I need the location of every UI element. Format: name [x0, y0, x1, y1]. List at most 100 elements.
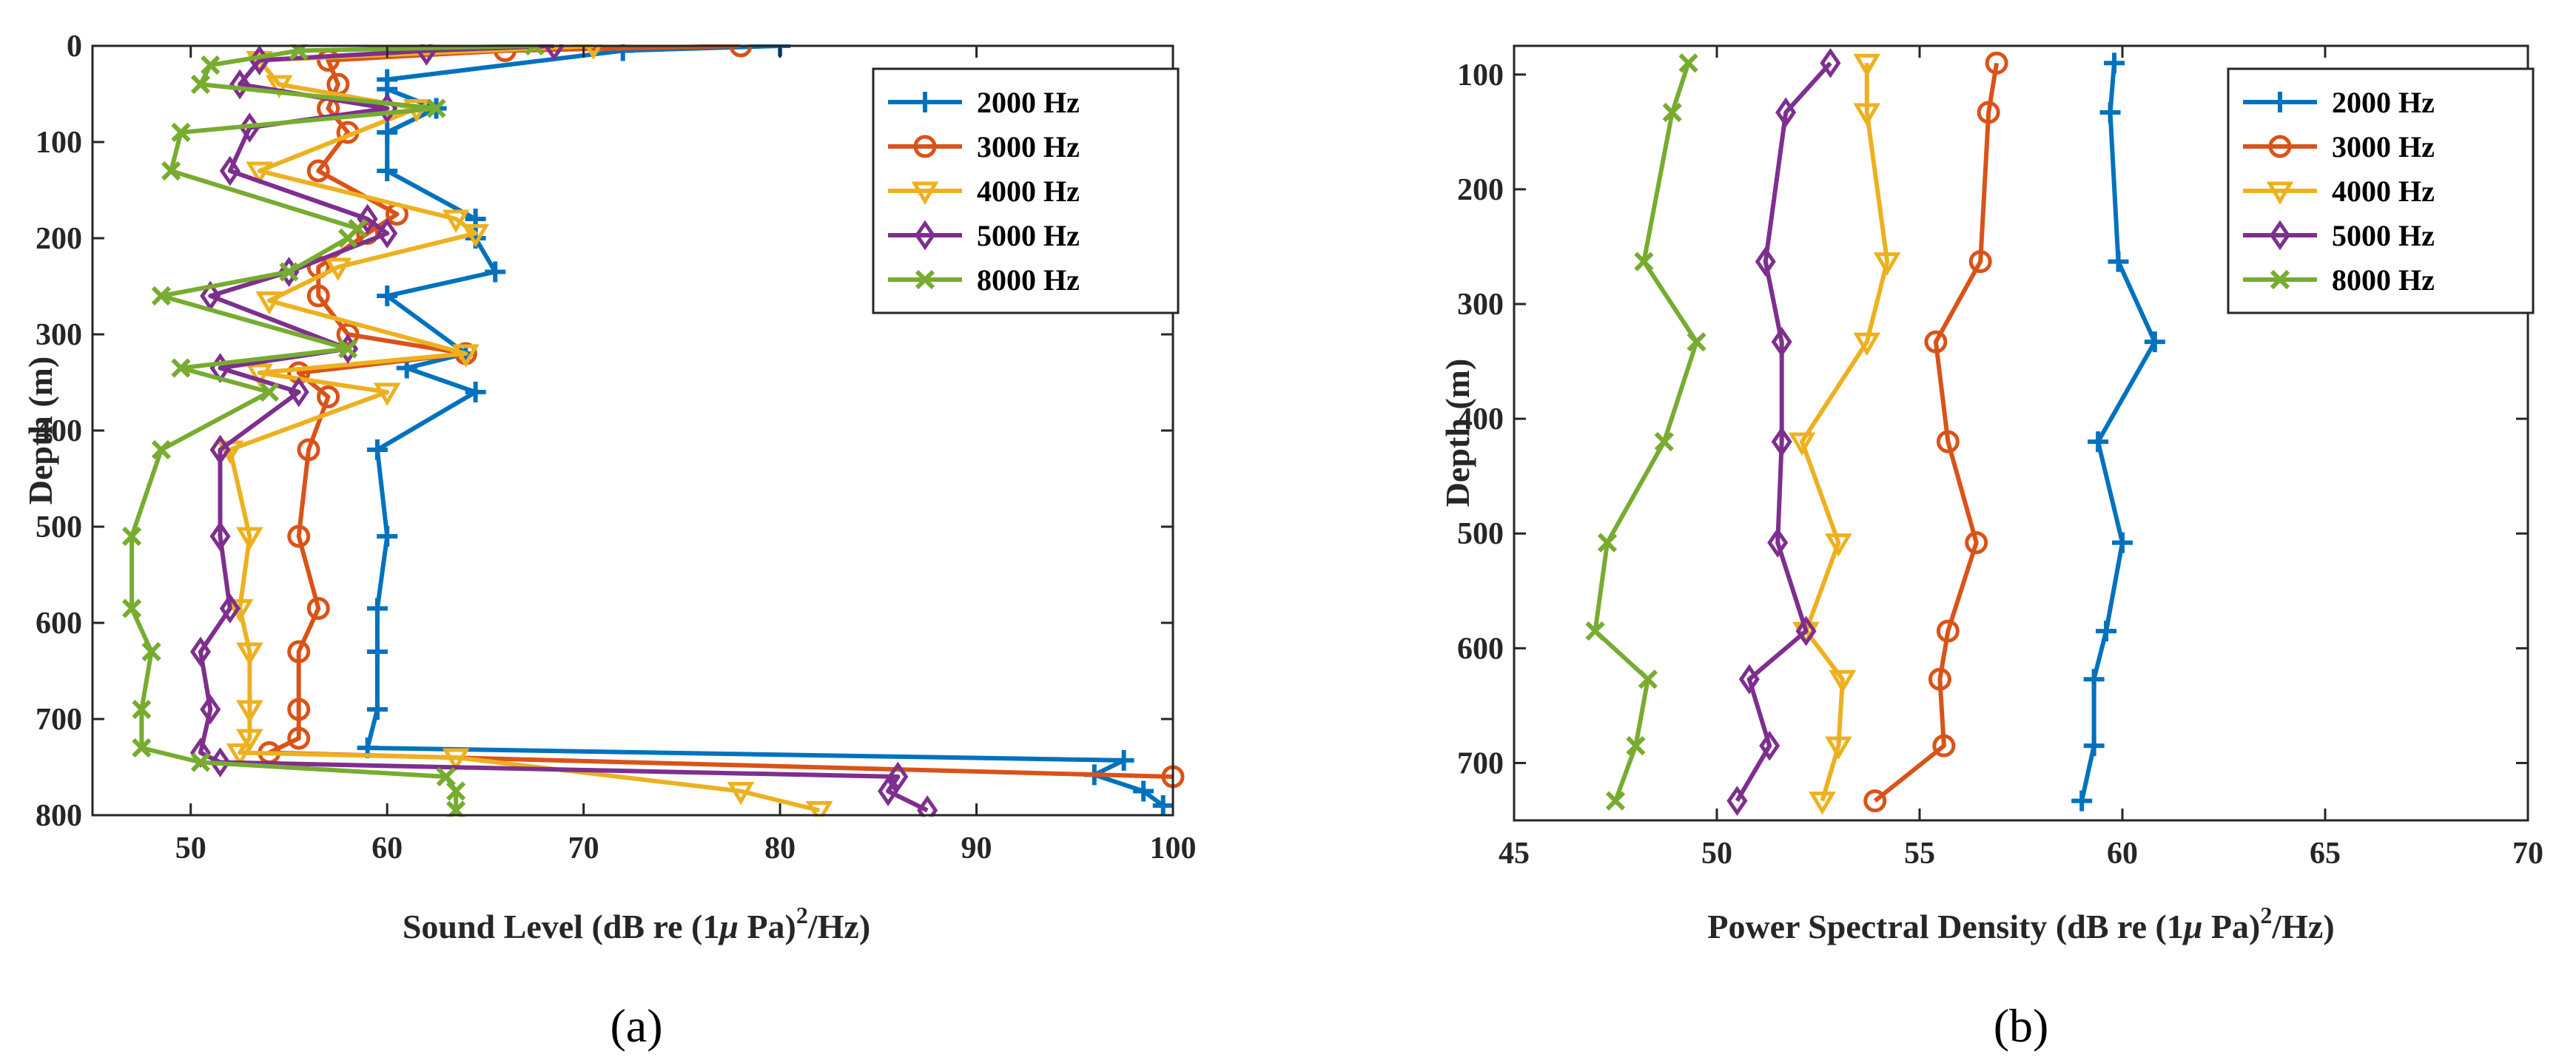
- series-8000-hz-point: [132, 699, 152, 720]
- x-axis-label-part: Pa): [739, 908, 796, 945]
- legend-5000-hz-point: [2269, 220, 2291, 251]
- series-8000-hz-point: [121, 598, 142, 618]
- legend-label: 8000 Hz: [2332, 263, 2435, 297]
- series-5000-hz: [1726, 47, 1841, 817]
- legend-item-5000-hz[interactable]: 5000 Hz: [888, 219, 1080, 252]
- series-4000-hz-point: [584, 44, 603, 60]
- series-5000-hz-point: [209, 434, 231, 465]
- x-axis-label-part: Sound Level (dB re (1: [403, 908, 720, 945]
- series-2000-hz-point: [2088, 431, 2109, 453]
- x-tick-label: 70: [568, 831, 599, 865]
- x-axis-label: Sound Level (dB re (1μ Pa)2/Hz): [403, 902, 870, 945]
- series-2000-hz-point: [377, 526, 398, 547]
- series-4000-hz-point: [324, 257, 352, 281]
- x-tick-label: 60: [371, 831, 403, 865]
- series-line-2000-hz: [2079, 63, 2157, 802]
- series-2000-hz-point: [366, 439, 388, 460]
- series-2000-hz-point: [612, 44, 633, 61]
- series-line-4000-hz: [1800, 63, 1890, 802]
- series-5000-hz-point: [219, 593, 241, 624]
- series-4000-hz-point: [1788, 432, 1816, 456]
- series-2000-hz-point: [465, 382, 486, 402]
- chart-panel-b: 45 50 55 60 65 70 100 200 300 400 500 600 700 Power S…: [1439, 44, 2543, 1052]
- series-3000-hz-point: [1936, 619, 1960, 643]
- series-8000-hz-point: [445, 781, 466, 801]
- legend-3000-hz-point: [913, 135, 937, 158]
- series-4000-hz-point: [1825, 533, 1852, 557]
- series-2000-hz-point: [1152, 795, 1174, 816]
- legend-item-8000-hz[interactable]: 8000 Hz: [2243, 263, 2435, 297]
- series-5000-hz-point: [189, 636, 212, 667]
- series-8000-hz-point: [151, 439, 172, 460]
- series-5000-hz-point: [219, 155, 241, 186]
- series-line-5000-hz: [1735, 61, 1832, 803]
- x-tick-label: 70: [2512, 837, 2543, 871]
- series-4000-hz-point: [1825, 736, 1852, 760]
- y-tick-label: 700: [1457, 746, 1504, 780]
- series-4000-hz-point: [805, 801, 833, 817]
- series-8000-hz-point: [201, 55, 221, 75]
- x-tick-label: 90: [961, 831, 992, 865]
- legend-item-2000-hz[interactable]: 2000 Hz: [2243, 86, 2435, 119]
- series-2000-hz-point: [1113, 749, 1134, 771]
- y-tick-label: 200: [1457, 173, 1504, 207]
- legend-item-4000-hz[interactable]: 4000 Hz: [888, 175, 1080, 208]
- series-4000-hz-point: [246, 363, 273, 387]
- legend-label: 3000 Hz: [2332, 130, 2435, 163]
- y-tick-label: 800: [36, 799, 82, 833]
- legend-item-4000-hz[interactable]: 4000 Hz: [2243, 175, 2435, 208]
- series-5000-hz-point: [1771, 426, 1792, 457]
- series-4000-hz-point: [727, 782, 755, 806]
- legend-item-5000-hz[interactable]: 5000 Hz: [2243, 219, 2435, 252]
- series-line-3000-hz: [1873, 62, 2000, 803]
- series-5000-hz-point: [1771, 326, 1792, 357]
- series-5000-hz-point: [1775, 97, 1797, 128]
- series-3000-hz-point: [297, 438, 320, 462]
- series-5000-hz-point: [229, 69, 251, 100]
- legend-label: 8000 Hz: [977, 263, 1080, 297]
- x-tick-label: 50: [1701, 837, 1732, 871]
- x-axis-label-sup: 2: [2260, 902, 2272, 928]
- legend-2000-hz-point: [915, 92, 935, 112]
- series-8000-hz-point: [1597, 533, 1618, 553]
- series-2000-hz-point: [2144, 331, 2165, 353]
- x-tick-label: 55: [1904, 837, 1935, 871]
- series-4000-hz-point: [226, 743, 254, 767]
- x-axis-label-part: Pa): [2202, 908, 2260, 945]
- series-3000-hz-point: [336, 323, 360, 346]
- x-tick-label: 100: [1150, 831, 1197, 865]
- series-8000-hz-point: [1626, 736, 1646, 756]
- series-8000-hz-point: [1634, 252, 1654, 271]
- legend-8000-hz-point: [915, 269, 935, 290]
- series-8000-hz-point: [121, 526, 142, 547]
- series-3000-hz-point: [287, 726, 311, 750]
- y-tick-label: 300: [36, 318, 82, 352]
- x-axis-label-mu: μ: [2182, 908, 2203, 945]
- legend-item-3000-hz[interactable]: 3000 Hz: [888, 130, 1080, 163]
- legend-item-3000-hz[interactable]: 3000 Hz: [2243, 130, 2435, 163]
- legend: 2000 Hz 3000 Hz 4000 Hz 5000 Hz 8000 Hz: [872, 67, 1180, 314]
- legend-item-2000-hz[interactable]: 2000 Hz: [888, 86, 1080, 119]
- series-4000-hz-point: [452, 344, 480, 368]
- series-4000-hz-point: [1853, 103, 1881, 126]
- x-axis-label-part: /Hz): [807, 908, 870, 945]
- series-5000-hz-point: [878, 776, 899, 806]
- y-tick-label: 100: [36, 126, 82, 160]
- series-4000-hz-point: [236, 527, 263, 550]
- y-tick-label: 0: [67, 30, 82, 64]
- legend-label: 4000 Hz: [2332, 175, 2435, 208]
- series-4000-hz-point: [1873, 252, 1901, 276]
- y-tick-label: 100: [1457, 58, 1504, 92]
- series-5000-hz-point: [887, 761, 909, 792]
- y-tick-label: 500: [1457, 517, 1504, 551]
- legend-2000-hz-point: [2270, 92, 2290, 112]
- series-3000-hz-point: [287, 524, 311, 548]
- series-5000-hz-point: [209, 521, 231, 552]
- series-3000-hz-point: [287, 640, 311, 664]
- series-8000-hz-point: [337, 339, 358, 359]
- series-2000-hz-point: [2099, 101, 2121, 123]
- legend: 2000 Hz 3000 Hz 4000 Hz 5000 Hz 8000 Hz: [2227, 67, 2535, 314]
- legend-item-8000-hz[interactable]: 8000 Hz: [888, 263, 1080, 297]
- y-tick-label: 700: [36, 703, 82, 737]
